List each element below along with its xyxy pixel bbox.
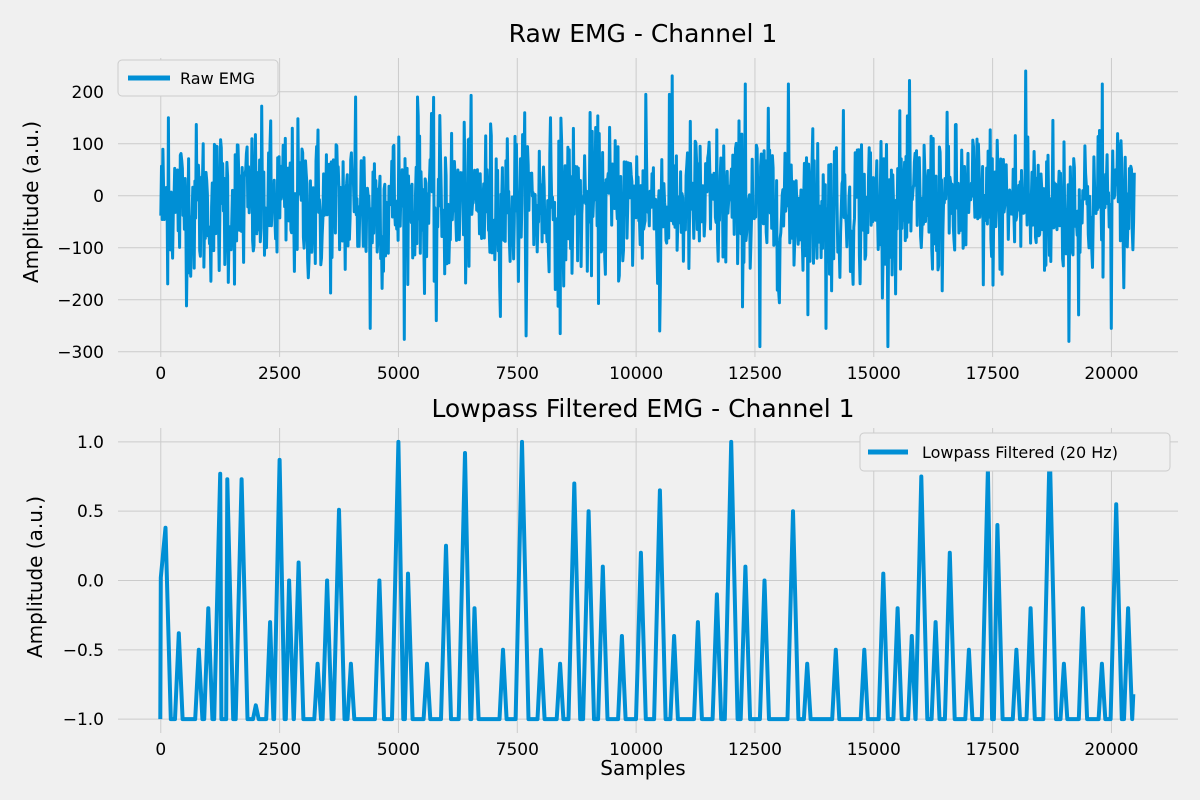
lowpass-emg-xtick-label: 7500	[496, 740, 539, 760]
raw-emg-xtick-label: 0	[155, 364, 166, 384]
raw-emg-legend-box	[117, 59, 279, 97]
lowpass-emg-xtick-label: 2500	[258, 740, 301, 760]
raw-emg-plot-area	[159, 69, 1136, 349]
raw-emg-xtick-label: 10000	[609, 364, 663, 384]
lowpass-emg-legend-box	[859, 432, 1171, 472]
lowpass-emg-xtick-label: 12500	[728, 740, 782, 760]
lowpass-emg-xtick-label: 17500	[966, 740, 1020, 760]
raw-emg-xtick-label: 5000	[377, 364, 420, 384]
lowpass-emg-xtick-label: 15000	[847, 740, 901, 760]
lowpass-emg-ticks: 0 2500 5000 7500 10000 12500 15000 17500 20000 −1…	[63, 433, 1139, 760]
lowpass-emg-legend: Lowpass Filtered (20 Hz)	[859, 432, 1171, 472]
raw-emg-ylabel: Amplitude (a.u.)	[19, 121, 43, 283]
raw-emg-xtick-label: 20000	[1084, 364, 1138, 384]
raw-emg-ytick-label: 200	[72, 83, 104, 103]
lowpass-emg-ytick-label: 0.0	[77, 572, 104, 592]
raw-emg-ytick-label: 0	[93, 187, 104, 207]
lowpass-emg-xtick-label: 20000	[1084, 740, 1138, 760]
raw-emg-xtick-label: 17500	[966, 364, 1020, 384]
raw-emg-xtick-label: 2500	[258, 364, 301, 384]
lowpass-emg-legend-label: Lowpass Filtered (20 Hz)	[922, 443, 1118, 462]
raw-emg-ticks: 0 2500 5000 7500 10000 12500 15000 17500 20000 −3…	[57, 83, 1138, 384]
raw-emg-title: Raw EMG - Channel 1	[509, 19, 778, 48]
lowpass-emg-xtick-label: 10000	[609, 740, 663, 760]
raw-emg-xtick-label: 12500	[728, 364, 782, 384]
lowpass-emg-xtick-label: 0	[155, 740, 166, 760]
lowpass-emg-plot-area	[158, 439, 1136, 722]
lowpass-emg-title: Lowpass Filtered EMG - Channel 1	[431, 394, 854, 423]
raw-emg-xtick-label: 15000	[847, 364, 901, 384]
raw-emg-ytick-label: −300	[57, 343, 104, 363]
lowpass-emg-ylabel: Amplitude (a.u.)	[23, 496, 47, 658]
lowpass-emg-xlabel: Samples	[600, 756, 685, 780]
lowpass-emg-panel: Lowpass Filtered EMG - Channel 1 Amplitu…	[23, 394, 1178, 780]
raw-emg-panel: Raw EMG - Channel 1 Amplitude (a.u.) 0 25…	[19, 19, 1178, 384]
lowpass-emg-series-line	[158, 439, 1136, 722]
raw-emg-ytick-label: 100	[72, 135, 104, 155]
raw-emg-xtick-label: 7500	[496, 364, 539, 384]
raw-emg-series-line	[159, 69, 1136, 349]
raw-emg-legend-label: Raw EMG	[180, 69, 255, 88]
raw-emg-legend: Raw EMG	[117, 59, 279, 97]
lowpass-emg-ytick-label: −0.5	[63, 641, 104, 661]
lowpass-emg-ytick-label: 1.0	[77, 433, 104, 453]
lowpass-emg-ytick-label: 0.5	[77, 502, 104, 522]
raw-emg-ytick-label: −200	[57, 291, 104, 311]
lowpass-emg-xtick-label: 5000	[377, 740, 420, 760]
lowpass-emg-ytick-label: −1.0	[63, 710, 104, 730]
raw-emg-ytick-label: −100	[57, 239, 104, 259]
